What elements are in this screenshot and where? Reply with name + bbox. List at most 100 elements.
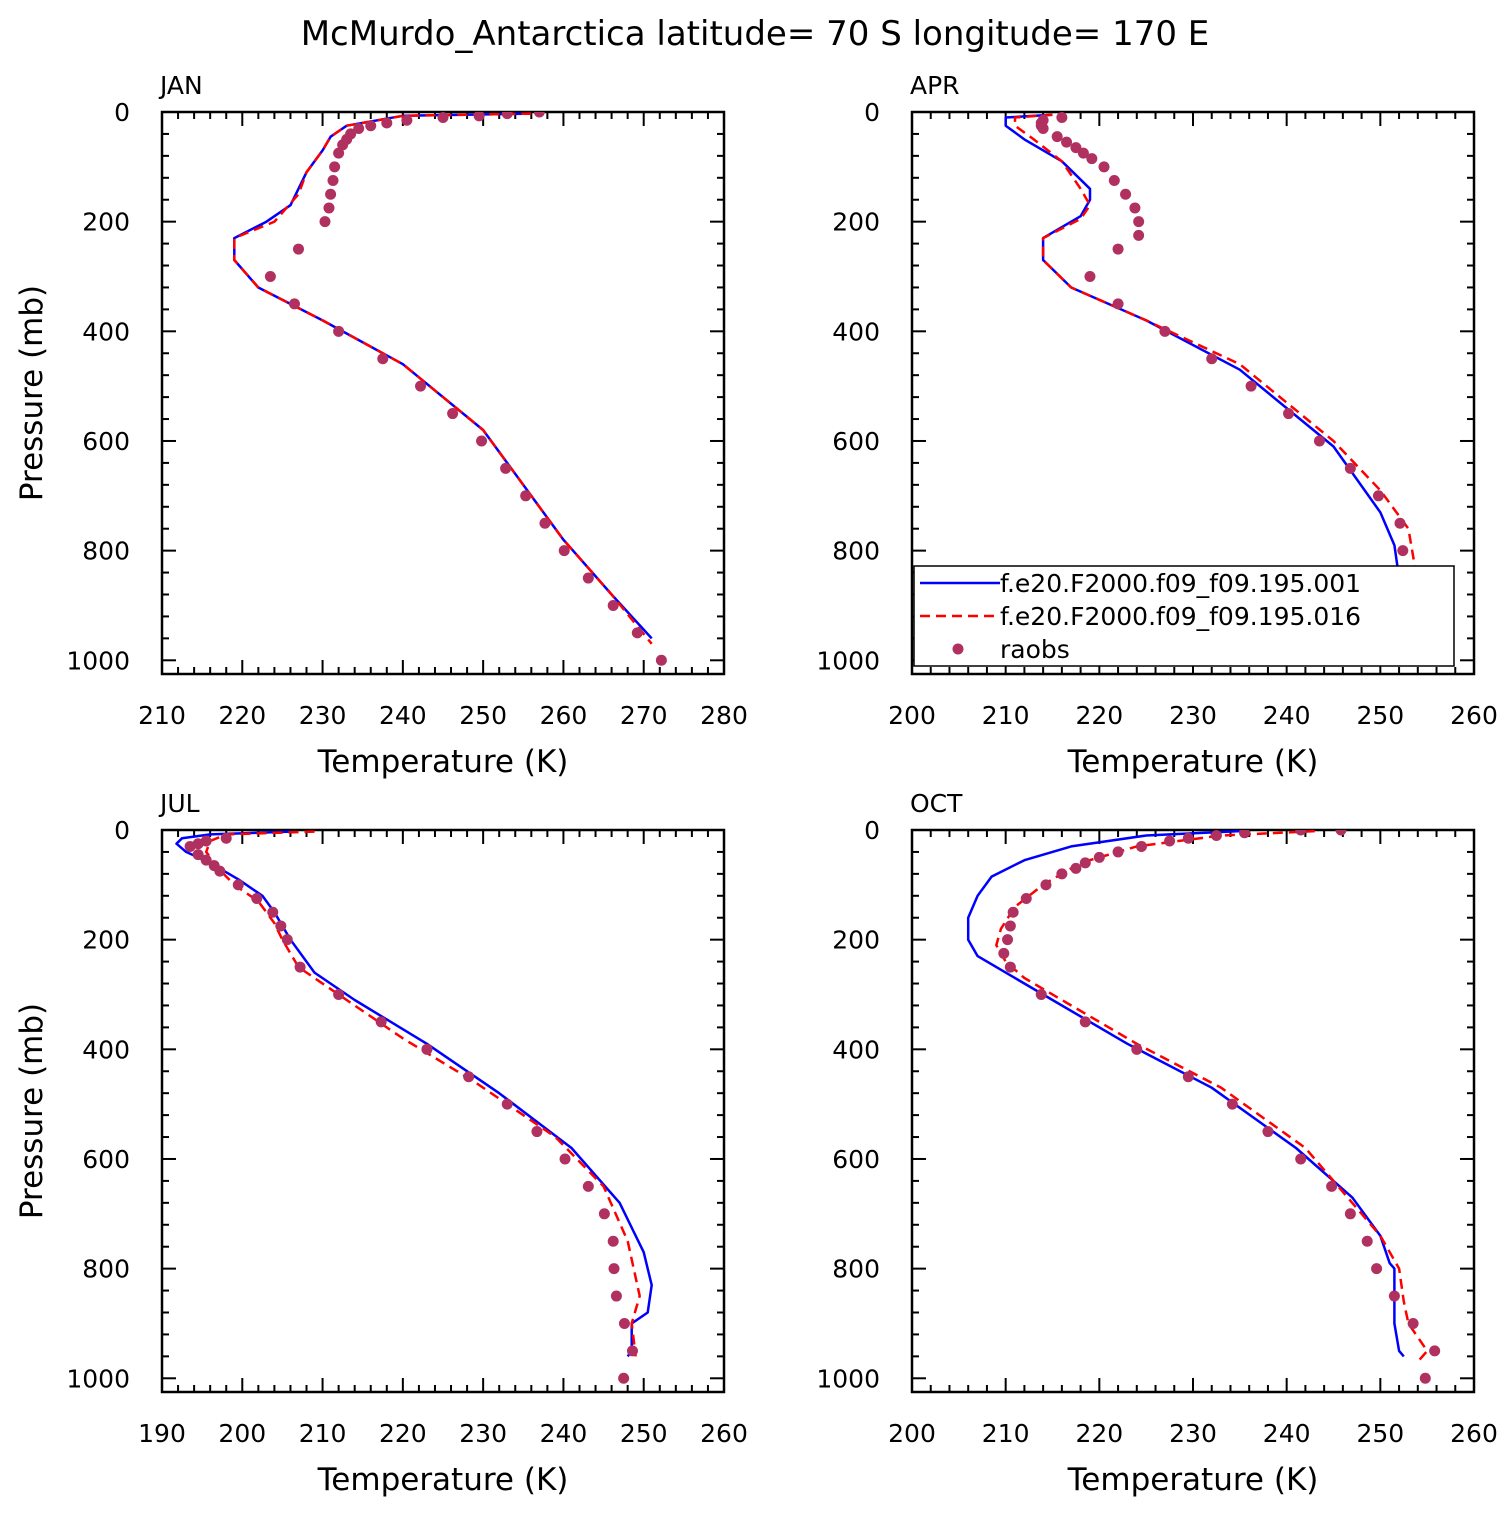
raobs-point	[1037, 122, 1049, 134]
raobs-point	[264, 270, 276, 282]
raobs-point	[607, 599, 619, 611]
raobs-point	[1407, 1317, 1419, 1329]
y-axis-title: Pressure (mb)	[14, 1003, 50, 1219]
y-tick-label: 400	[82, 1035, 130, 1064]
legend-box	[913, 565, 1455, 667]
raobs-point	[292, 243, 304, 255]
y-tick-label: 800	[82, 1255, 130, 1284]
x-tick-label: 210	[982, 701, 1030, 730]
raobs-point	[1120, 188, 1132, 200]
raobs-point	[1206, 353, 1218, 365]
raobs-point	[607, 1235, 619, 1247]
raobs-point	[184, 840, 196, 852]
raobs-point	[1061, 136, 1073, 148]
x-tick-label: 220	[218, 701, 266, 730]
series-line-016	[204, 830, 641, 1357]
raobs-point	[232, 879, 244, 891]
raobs-point	[329, 161, 341, 173]
panel-label: JUL	[158, 789, 200, 818]
raobs-point	[327, 175, 339, 187]
x-tick-label: 210	[982, 1419, 1030, 1448]
raobs-point	[1084, 270, 1096, 282]
panel-jul: JUL 190 200 210 220 230 240 250 260 0 200 400 600 800…	[14, 789, 748, 1498]
raobs-point	[353, 122, 365, 134]
figure-title: McMurdo_Antarctica latitude= 70 S longit…	[301, 14, 1210, 54]
raobs-point	[618, 1372, 630, 1384]
raobs-point	[501, 1098, 513, 1110]
series-line-001	[966, 830, 1405, 1358]
raobs-point	[1419, 1372, 1431, 1384]
y-tick-label: 800	[832, 1255, 880, 1284]
raobs-point	[618, 1317, 630, 1329]
plot-frame	[160, 828, 726, 1394]
raobs-point	[1131, 1043, 1143, 1055]
y-tick-label: 800	[832, 537, 880, 566]
raobs-point	[1051, 131, 1063, 143]
raobs-point	[1344, 1208, 1356, 1220]
raobs-point	[288, 298, 300, 310]
raobs-point	[1182, 832, 1194, 844]
raobs-point	[1004, 920, 1016, 932]
raobs-point	[631, 627, 643, 639]
raobs-point	[559, 1153, 571, 1165]
x-tick-label: 230	[1169, 701, 1217, 730]
x-tick-label: 260	[1450, 1419, 1498, 1448]
x-tick-label: 200	[888, 1419, 936, 1448]
legend-label: f.e20.F2000.f09_f09.195.001	[1000, 569, 1361, 598]
raobs-point	[520, 490, 532, 502]
raobs-point	[447, 408, 459, 420]
legend: f.e20.F2000.f09_f09.195.001 f.e20.F2000.f…	[913, 565, 1455, 667]
raobs-point	[1283, 408, 1295, 420]
raobs-point	[1164, 835, 1176, 847]
raobs-point	[1245, 380, 1257, 392]
raobs-point	[533, 112, 545, 118]
x-tick-label: 260	[700, 1419, 748, 1448]
raobs-point	[401, 114, 413, 126]
legend-label: raobs	[1000, 635, 1070, 664]
raobs-point	[333, 325, 345, 337]
raobs-point	[323, 202, 335, 214]
x-tick-label: 240	[1263, 701, 1311, 730]
plot-frame	[910, 828, 1476, 1394]
raobs-point	[1093, 851, 1105, 863]
series-line-001	[175, 830, 653, 1358]
raobs-point	[1135, 840, 1147, 852]
raobs-point	[1098, 161, 1110, 173]
raobs-point	[192, 849, 204, 861]
raobs-point	[1056, 868, 1068, 880]
y-tick-label: 600	[82, 427, 130, 456]
raobs-point	[1182, 1071, 1194, 1083]
raobs-point	[267, 906, 279, 918]
x-tick-label: 250	[1356, 701, 1404, 730]
x-axis-title: Temperature (K)	[317, 744, 569, 780]
raobs-point	[1295, 1153, 1307, 1165]
raobs-point	[1056, 112, 1068, 123]
raobs-point	[1086, 153, 1098, 165]
raobs-point	[1112, 243, 1124, 255]
legend-label: f.e20.F2000.f09_f09.195.016	[1000, 602, 1361, 631]
x-tick-label: 220	[1075, 701, 1123, 730]
y-tick-label: 0	[864, 816, 880, 845]
y-tick-label: 400	[82, 317, 130, 346]
raobs-point	[1020, 893, 1032, 905]
raobs-point	[1079, 857, 1091, 869]
raobs-point	[582, 1180, 594, 1192]
raobs-point	[1371, 1263, 1383, 1275]
series-line-016	[1013, 113, 1438, 640]
raobs-point	[1108, 175, 1120, 187]
x-tick-label: 220	[1075, 1419, 1123, 1448]
raobs-point	[1040, 879, 1052, 891]
plot-frame	[160, 110, 726, 676]
x-tick-label: 230	[1169, 1419, 1217, 1448]
y-tick-label: 200	[82, 926, 130, 955]
x-tick-label: 250	[1356, 1419, 1404, 1448]
raobs-point	[377, 353, 389, 365]
x-axis-title: Temperature (K)	[1067, 744, 1319, 780]
raobs-point	[558, 545, 570, 557]
panel-label: OCT	[910, 789, 963, 818]
raobs-point	[325, 188, 337, 200]
raobs-point	[1112, 846, 1124, 858]
series-group	[966, 830, 1441, 1384]
y-tick-label: 0	[864, 98, 880, 127]
